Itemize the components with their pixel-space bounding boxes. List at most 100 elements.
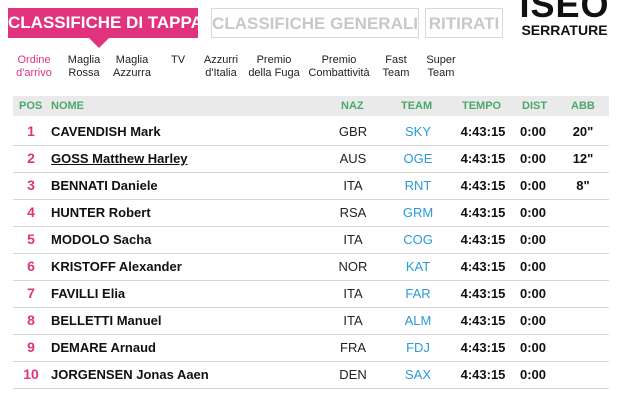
- rider-name-link[interactable]: GOSS Matthew Harley: [51, 151, 188, 166]
- row-tempo: 4:43:15: [460, 340, 506, 355]
- subtab-label-line1: Ordine: [17, 54, 51, 66]
- team-link[interactable]: FDJ: [406, 340, 430, 355]
- row-tempo: 4:43:15: [460, 124, 506, 139]
- row-tempo: 4:43:15: [460, 286, 506, 301]
- row-pos: 6: [27, 258, 35, 274]
- rider-name-link[interactable]: BENNATI Daniele: [51, 178, 158, 193]
- row-naz: ITA: [343, 286, 363, 301]
- team-link[interactable]: COG: [403, 232, 433, 247]
- row-pos: 9: [27, 339, 35, 355]
- subtab-premio-fuga[interactable]: Premio della Fuga: [246, 54, 302, 80]
- subtab-label-line2: d'Italia: [205, 67, 237, 79]
- subtab-label-line1: Azzurri: [203, 54, 239, 66]
- table-row: 10 JORGENSEN Jonas Aaen DEN SAX 4:43:15 …: [13, 361, 609, 389]
- row-tempo: 4:43:15: [460, 259, 506, 274]
- team-link[interactable]: ALM: [404, 313, 432, 328]
- header-nome[interactable]: NOME: [51, 100, 84, 112]
- team-link[interactable]: GRM: [402, 205, 434, 220]
- subtab-ordine-arrivo[interactable]: Ordine d'arrivo: [14, 54, 54, 80]
- subtab-super-team[interactable]: Super Team: [424, 54, 458, 80]
- rider-name-link[interactable]: CAVENDISH Mark: [51, 124, 161, 139]
- logo-subtitle: SERRATURE: [521, 22, 608, 38]
- row-pos: 3: [27, 177, 35, 193]
- rider-name-link[interactable]: MODOLO Sacha: [51, 232, 152, 247]
- row-dist: 0:00: [519, 151, 547, 166]
- subtab-fast-team[interactable]: Fast Team: [380, 54, 412, 80]
- row-tempo: 4:43:15: [460, 313, 506, 328]
- team-link[interactable]: OGE: [403, 151, 433, 166]
- row-tempo: 4:43:15: [460, 205, 506, 220]
- table-row: 5 MODOLO Sacha ITA COG 4:43:15 0:00: [13, 226, 609, 254]
- team-link[interactable]: FAR: [405, 286, 431, 301]
- header-team[interactable]: TEAM: [401, 100, 433, 112]
- subtab-label-line1: Premio: [321, 54, 357, 66]
- row-pos: 1: [27, 123, 35, 139]
- header-tempo[interactable]: TEMPO: [462, 100, 502, 112]
- table-row: 4 HUNTER Robert RSA GRM 4:43:15 0:00: [13, 199, 609, 227]
- subtab-label-line2: della Fuga: [248, 67, 300, 79]
- row-naz: ITA: [343, 313, 363, 328]
- subtab-label-line2: Team: [427, 67, 455, 79]
- row-naz: ITA: [343, 232, 363, 247]
- table-header: POS NOME NAZ TEAM TEMPO DIST ABB: [13, 96, 609, 116]
- rider-name-link[interactable]: JORGENSEN Jonas Aaen: [51, 367, 209, 382]
- row-pos: 10: [23, 366, 39, 382]
- table-row: 2 GOSS Matthew Harley AUS OGE 4:43:15 0:…: [13, 145, 609, 173]
- subtab-azzurri-italia[interactable]: Azzurri d'Italia: [199, 54, 243, 80]
- row-naz: RSA: [339, 205, 367, 220]
- subtab-label-line2: Combattività: [308, 67, 370, 79]
- tab-classifiche-generali[interactable]: CLASSIFICHE GENERALI: [211, 8, 419, 38]
- row-dist: 0:00: [519, 340, 547, 355]
- header-abb[interactable]: ABB: [571, 100, 595, 112]
- row-dist: 0:00: [519, 205, 547, 220]
- subtab-tv[interactable]: TV: [166, 54, 190, 67]
- rider-name-link[interactable]: HUNTER Robert: [51, 205, 151, 220]
- rider-name-link[interactable]: KRISTOFF Alexander: [51, 259, 182, 274]
- active-tab-pointer: [89, 38, 109, 48]
- subtab-label-line1: Fast: [385, 54, 407, 66]
- table-row: 7 FAVILLI Elia ITA FAR 4:43:15 0:00: [13, 280, 609, 308]
- subtab-label-line2: Azzurra: [113, 67, 151, 79]
- row-dist: 0:00: [519, 178, 547, 193]
- sub-tabs: Ordine d'arrivo Maglia Rossa Maglia Azzu…: [0, 54, 624, 84]
- header-pos[interactable]: POS: [19, 100, 43, 112]
- row-dist: 0:00: [519, 259, 547, 274]
- row-tempo: 4:43:15: [460, 367, 506, 382]
- rider-name-link[interactable]: FAVILLI Elia: [51, 286, 126, 301]
- header-dist[interactable]: DIST: [522, 100, 548, 112]
- row-abb: 20": [572, 124, 594, 139]
- subtab-label-line1: Super: [426, 54, 456, 66]
- row-dist: 0:00: [519, 124, 547, 139]
- row-naz: FRA: [340, 340, 366, 355]
- subtab-label-line2: d'arrivo: [16, 67, 52, 79]
- sponsor-logo: ISEO SERRATURE: [505, 0, 624, 42]
- row-dist: 0:00: [519, 232, 547, 247]
- logo-wordmark: ISEO: [519, 0, 610, 25]
- tab-ritirati[interactable]: RITIRATI: [425, 8, 503, 38]
- row-tempo: 4:43:15: [460, 232, 506, 247]
- subtab-maglia-azzurra[interactable]: Maglia Azzurra: [111, 54, 153, 80]
- row-abb: 12": [572, 151, 594, 166]
- subtab-maglia-rossa[interactable]: Maglia Rossa: [64, 54, 104, 80]
- row-dist: 0:00: [519, 313, 547, 328]
- team-link[interactable]: SAX: [404, 367, 431, 382]
- table-row: 6 KRISTOFF Alexander NOR KAT 4:43:15 0:0…: [13, 253, 609, 281]
- table-row: 8 BELLETTI Manuel ITA ALM 4:43:15 0:00: [13, 307, 609, 335]
- row-pos: 7: [27, 285, 35, 301]
- row-pos: 2: [27, 150, 35, 166]
- subtab-label-line1: TV: [170, 54, 186, 66]
- subtab-label-line1: Maglia: [67, 54, 101, 66]
- rider-name-link[interactable]: BELLETTI Manuel: [51, 313, 162, 328]
- subtab-premio-combattivita[interactable]: Premio Combattività: [306, 54, 372, 80]
- row-tempo: 4:43:15: [460, 178, 506, 193]
- row-naz: NOR: [338, 259, 368, 274]
- tab-classifiche-di-tappa[interactable]: CLASSIFICHE DI TAPPA: [8, 8, 203, 38]
- team-link[interactable]: KAT: [405, 259, 431, 274]
- row-naz: AUS: [339, 151, 367, 166]
- team-link[interactable]: RNT: [404, 178, 432, 193]
- row-naz: DEN: [339, 367, 367, 382]
- rider-name-link[interactable]: DEMARE Arnaud: [51, 340, 156, 355]
- table-row: 3 BENNATI Daniele ITA RNT 4:43:15 0:00 8…: [13, 172, 609, 200]
- team-link[interactable]: SKY: [404, 124, 431, 139]
- header-naz[interactable]: NAZ: [341, 100, 364, 112]
